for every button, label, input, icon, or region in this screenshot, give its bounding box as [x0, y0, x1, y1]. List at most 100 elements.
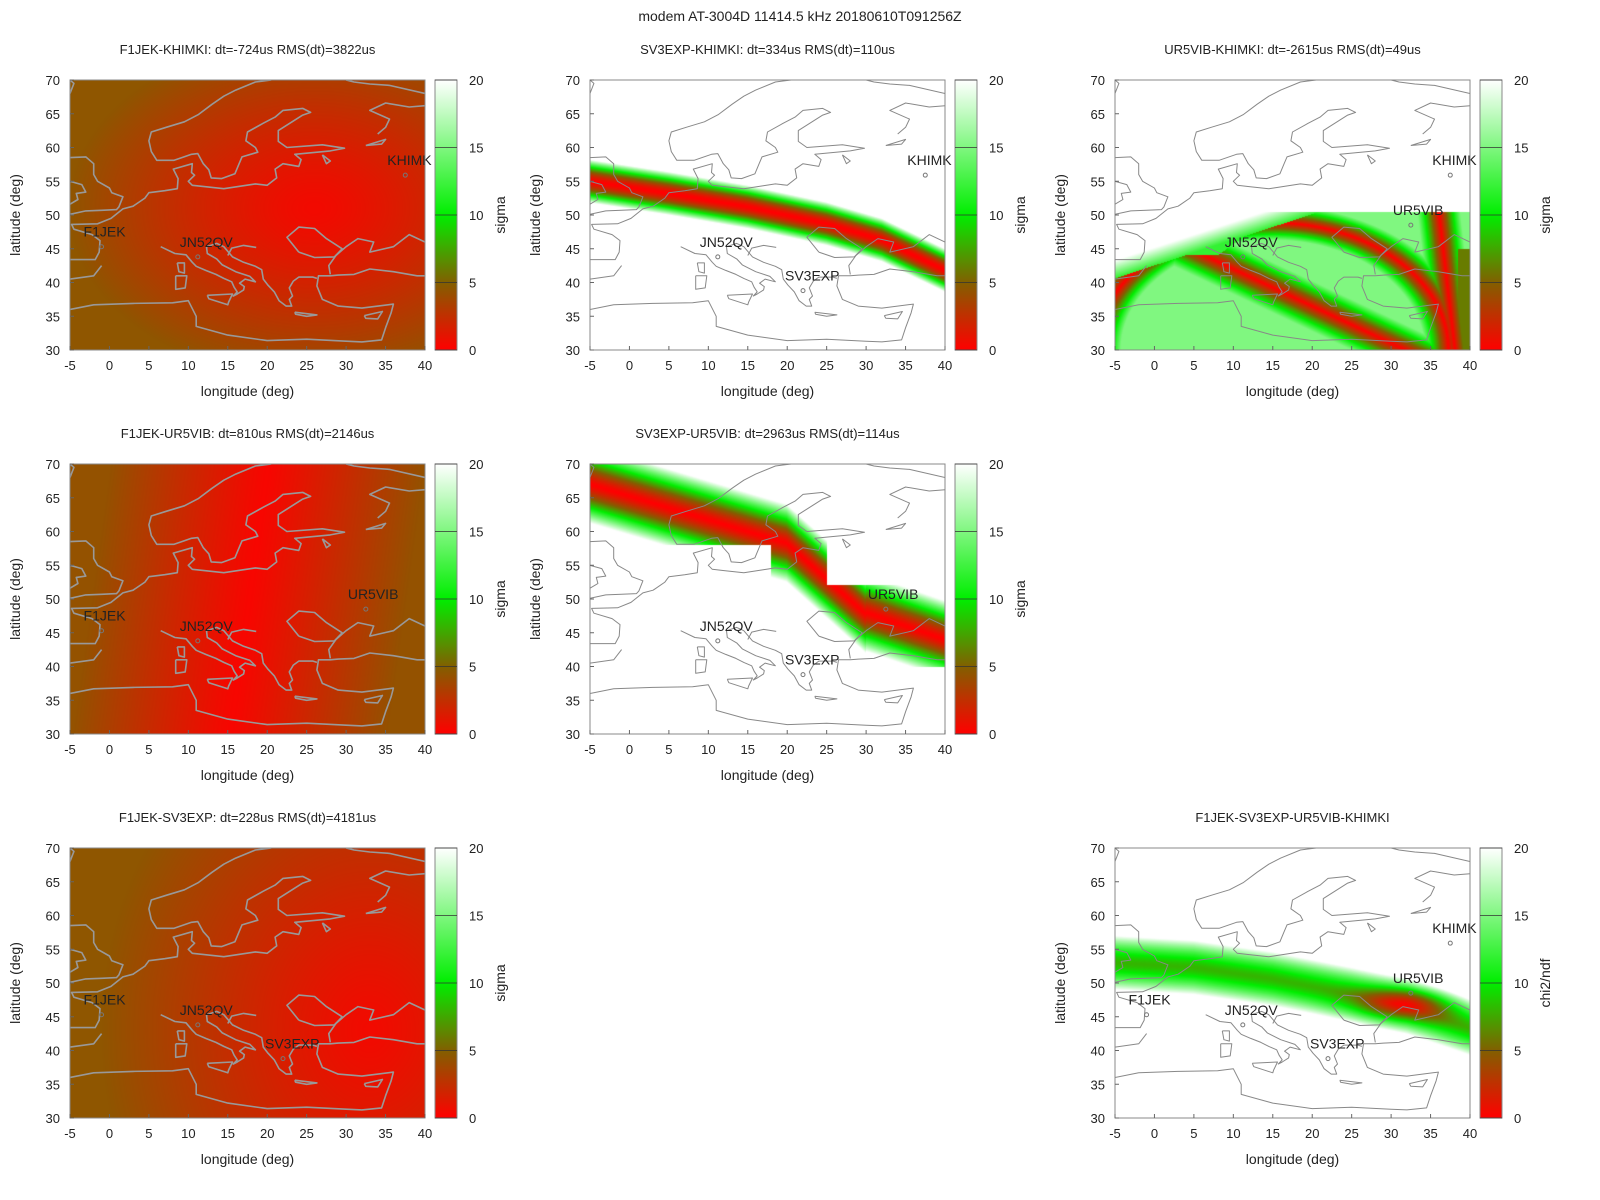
coastline — [345, 848, 425, 863]
coastline — [321, 154, 332, 165]
coastline — [1251, 1061, 1278, 1074]
y-tick-label: 30 — [566, 727, 580, 742]
subplot-p12: SV3EXP-KHIMKI: dt=334us RMS(dt)=110us JN5… — [527, 42, 1028, 399]
coastline — [865, 80, 945, 94]
y-tick-label: 55 — [46, 942, 60, 957]
heatmap-field — [590, 464, 945, 734]
colorbar-tick-label: 0 — [1514, 343, 1521, 358]
x-tick-label: 25 — [299, 358, 313, 373]
y-tick-label: 70 — [566, 73, 580, 88]
y-axis-label: latitude (deg) — [7, 174, 23, 256]
coastline — [206, 677, 234, 690]
coastline — [294, 311, 318, 318]
colorbar-tick-label: 15 — [1514, 141, 1528, 156]
y-tick-label: 40 — [566, 660, 580, 675]
coastline — [885, 522, 907, 530]
station-label: F1JEK — [84, 224, 127, 240]
coastline — [227, 244, 257, 256]
coastline — [286, 610, 343, 643]
coastline — [590, 80, 595, 94]
coastline — [590, 156, 644, 215]
x-tick-label: 15 — [1266, 358, 1280, 373]
coastline — [1414, 870, 1470, 903]
coastline — [680, 242, 838, 307]
colorbar-tick-label: 20 — [1514, 73, 1528, 88]
x-tick-label: 20 — [260, 1126, 274, 1141]
coastline — [1410, 906, 1432, 914]
coastline — [70, 848, 346, 1029]
coastline — [1251, 293, 1278, 306]
y-tick-label: 45 — [566, 626, 580, 641]
y-tick-label: 30 — [46, 727, 60, 742]
y-axis-label: latitude (deg) — [527, 558, 543, 640]
station-marker-jn52qv — [1240, 254, 1246, 260]
subplot-title: F1JEK-SV3EXP-UR5VIB-KHIMKI — [1195, 810, 1389, 825]
coastline — [1115, 948, 1132, 973]
y-tick-label: 40 — [46, 1044, 60, 1059]
colorbar-tick-label: 20 — [989, 457, 1003, 472]
coastline — [1272, 1012, 1302, 1024]
coastline-group — [590, 464, 945, 727]
colorbar-tick-label: 20 — [1514, 841, 1528, 856]
subplot-p22: SV3EXP-UR5VIB: dt=2963us RMS(dt)=114us JN… — [527, 426, 1028, 783]
y-tick-label: 60 — [566, 141, 580, 156]
coastline — [174, 1043, 188, 1059]
coastline — [206, 1061, 234, 1074]
subplot-p11: F1JEK-KHIMKI: dt=-724us RMS(dt)=3822us F1… — [7, 42, 508, 399]
y-tick-label: 40 — [1091, 1044, 1105, 1059]
x-tick-label: 10 — [181, 1126, 195, 1141]
coastline — [70, 652, 425, 727]
y-tick-label: 40 — [46, 660, 60, 675]
coastline — [1115, 180, 1132, 205]
colorbar-label: sigma — [1012, 580, 1028, 618]
coastline — [1115, 848, 1120, 862]
y-tick-label: 60 — [566, 525, 580, 540]
coastline — [70, 464, 75, 478]
colorbar-tick-label: 15 — [469, 525, 483, 540]
colorbar-tick-label: 0 — [1514, 1111, 1521, 1126]
station-label: JN52QV — [180, 1002, 234, 1018]
coastline — [865, 464, 945, 478]
y-tick-label: 50 — [566, 208, 580, 223]
y-tick-label: 70 — [46, 457, 60, 472]
colorbar-label: sigma — [1537, 196, 1553, 234]
y-tick-label: 65 — [46, 107, 60, 122]
coastline — [1220, 1043, 1233, 1058]
x-axis-label: longitude (deg) — [1246, 383, 1339, 399]
coastline — [174, 659, 188, 675]
y-tick-label: 50 — [46, 208, 60, 223]
subplot-p21: F1JEK-UR5VIB: dt=810us RMS(dt)=2146us F1J… — [7, 426, 508, 783]
x-tick-label: 5 — [665, 742, 672, 757]
colorbar-tick-label: 0 — [989, 727, 996, 742]
station-marker-khimki — [922, 172, 928, 178]
coastline — [590, 80, 865, 261]
y-tick-label: 30 — [46, 343, 60, 358]
x-tick-label: 10 — [1226, 1126, 1240, 1141]
colorbar-tick-label: 5 — [1514, 276, 1521, 291]
coastline — [695, 275, 708, 290]
y-tick-label: 60 — [1091, 909, 1105, 924]
y-tick-label: 60 — [46, 525, 60, 540]
coastline — [1410, 138, 1432, 146]
station-label: SV3EXP — [785, 652, 839, 668]
x-tick-label: 10 — [181, 742, 195, 757]
x-tick-label: -5 — [1109, 358, 1121, 373]
x-tick-label: 40 — [418, 1126, 432, 1141]
coastline — [1115, 265, 1147, 280]
station-label: JN52QV — [180, 618, 234, 634]
y-tick-label: 45 — [1091, 1010, 1105, 1025]
x-tick-label: 20 — [780, 742, 794, 757]
y-tick-label: 55 — [46, 558, 60, 573]
station-marker-f1jek — [99, 244, 105, 250]
y-tick-label: 35 — [46, 309, 60, 324]
colorbar-tick-label: 10 — [1514, 976, 1528, 991]
coastline — [70, 1036, 425, 1111]
x-tick-label: 40 — [418, 358, 432, 373]
coastline — [328, 233, 425, 275]
coastline — [365, 906, 387, 915]
station-label: JN52QV — [1225, 234, 1279, 250]
x-axis-label: longitude (deg) — [721, 767, 814, 783]
x-tick-label: 15 — [221, 1126, 235, 1141]
coastline — [806, 610, 863, 642]
coastline — [160, 626, 318, 691]
